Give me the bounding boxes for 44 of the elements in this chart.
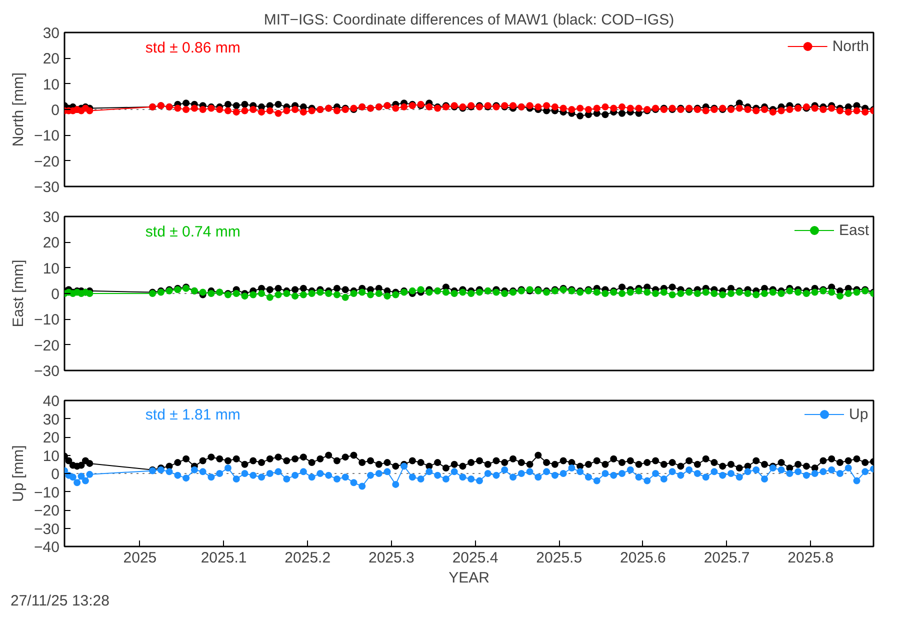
y-tick-label: 20 bbox=[42, 50, 60, 68]
x-tick-label: 2025.5 bbox=[536, 550, 582, 566]
y-tick-label: −30 bbox=[34, 520, 60, 538]
y-tick-label: 30 bbox=[42, 411, 60, 428]
x-tick-label: 2025.2 bbox=[284, 550, 331, 566]
x-axis-title: YEAR bbox=[448, 570, 490, 586]
x-tick-label: 2025.6 bbox=[620, 550, 666, 566]
chart-title: MIT−IGS: Coordinate differences of MAW1 (black: COD−IGS) bbox=[264, 12, 674, 28]
legend-label: North bbox=[832, 38, 869, 54]
legend-label: Up bbox=[849, 406, 869, 422]
y-axis-title: North [mm] bbox=[10, 72, 28, 147]
y-tick-label: 30 bbox=[42, 209, 60, 226]
y-tick-label: −10 bbox=[34, 312, 60, 329]
annotation: std ± 0.86 mm bbox=[145, 39, 240, 56]
x-tick-label: 2025.7 bbox=[704, 550, 750, 566]
y-tick-label: −10 bbox=[34, 484, 60, 502]
x-tick-label: 2025.4 bbox=[452, 550, 498, 566]
y-tick-label: −10 bbox=[34, 128, 60, 145]
x-tick-label: 2025.1 bbox=[200, 550, 247, 566]
x-tick-label: 2025 bbox=[123, 550, 157, 566]
y-tick-label: −20 bbox=[34, 153, 60, 170]
y-tick-label: −20 bbox=[34, 502, 60, 520]
y-tick-label: −40 bbox=[34, 539, 60, 556]
y-tick-label: 40 bbox=[42, 393, 60, 410]
legend-label: East bbox=[838, 222, 869, 238]
y-tick-label: −20 bbox=[34, 337, 60, 354]
y-tick-label: 20 bbox=[42, 234, 60, 252]
y-axis-title: East [mm] bbox=[10, 260, 28, 328]
y-tick-label: 10 bbox=[42, 448, 60, 465]
y-tick-label: −30 bbox=[34, 363, 60, 380]
y-tick-label: 0 bbox=[51, 466, 60, 483]
annotation: std ± 1.81 mm bbox=[145, 406, 240, 424]
y-tick-label: 30 bbox=[42, 25, 60, 42]
x-tick-label: 2025.3 bbox=[368, 550, 414, 566]
text: 27/11/25 13:28 bbox=[10, 592, 110, 610]
x-tick-label: 2025.8 bbox=[788, 550, 834, 566]
y-tick-label: 0 bbox=[51, 286, 60, 303]
y-tick-label: −30 bbox=[34, 179, 60, 196]
annotation: std ± 0.74 mm bbox=[145, 223, 240, 240]
y-tick-label: 10 bbox=[42, 76, 60, 94]
y-tick-label: 10 bbox=[42, 260, 60, 278]
y-tick-label: 20 bbox=[42, 430, 60, 446]
y-axis-title: Up [mm] bbox=[10, 445, 28, 502]
y-tick-label: 0 bbox=[51, 102, 60, 119]
